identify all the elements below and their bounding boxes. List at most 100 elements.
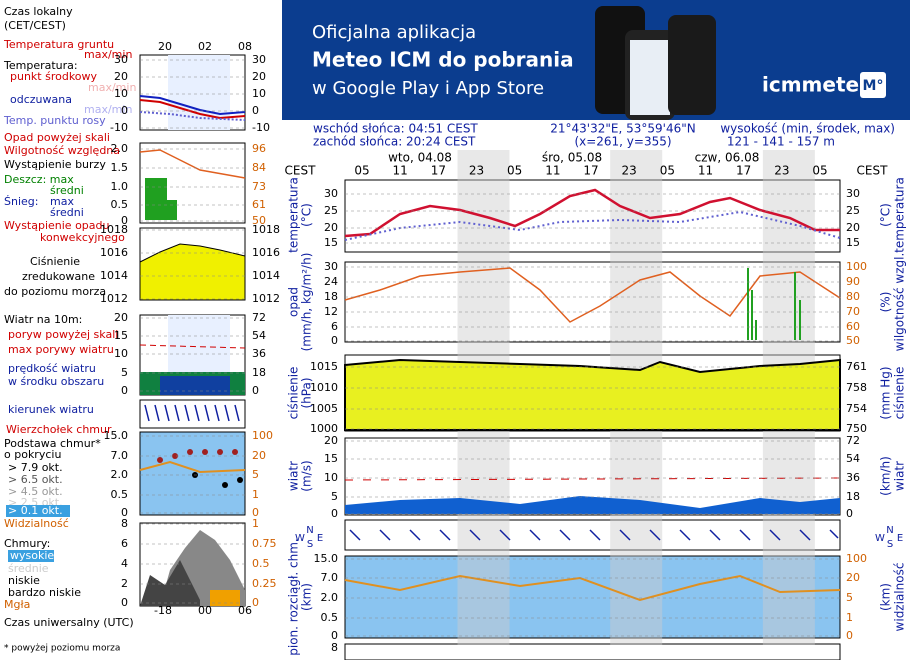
pressure-label: Ciśnienie xyxy=(30,255,80,268)
utc-label: Czas uniwersalny (UTC) xyxy=(4,616,134,629)
snow-mean: średni xyxy=(50,206,84,219)
y2-tick-label: 61 xyxy=(252,198,266,211)
y2-tick-label: 1018 xyxy=(252,223,280,236)
axis-title: ciśnienie xyxy=(287,367,301,420)
y2-tick-label: 0 xyxy=(846,629,853,642)
clouds-very-low: bardzo niskie xyxy=(8,586,81,599)
compass: E xyxy=(317,533,323,544)
day-label: śro, 05.08 xyxy=(542,151,602,165)
y2-tick-label: 30 xyxy=(846,187,860,200)
wind-speed: w środku obszaru xyxy=(8,375,104,388)
rain-max: Deszcz: max xyxy=(4,173,74,186)
y-tick-label: 5 xyxy=(331,490,338,503)
y2-tick-label: -10 xyxy=(252,121,270,134)
octa: > 0.1 okt. xyxy=(8,504,63,517)
octa: > 4.5 okt. xyxy=(8,485,63,498)
y2-tick-label: 10 xyxy=(252,87,266,100)
y-tick-label: 20 xyxy=(324,434,338,447)
y2-tick-label: 0.75 xyxy=(252,537,277,550)
y-tick-label: 0 xyxy=(121,384,128,397)
y-tick-label: 15 xyxy=(114,329,128,342)
temp-maxmin: max/min xyxy=(88,81,136,94)
info: wschód słońca: 04:51 CEST zachód słońca:… xyxy=(313,122,895,149)
tz-label: CEST xyxy=(857,164,889,178)
wind-speed: prędkość wiatru xyxy=(8,362,96,375)
coords: 21°43'32"E, 53°59'46"N xyxy=(550,122,695,136)
y2-tick-label: 1012 xyxy=(252,292,280,305)
y-tick-label: -10 xyxy=(110,121,128,134)
y2-tick-label: 0 xyxy=(252,596,259,609)
logo: icmmeteo xyxy=(762,73,873,97)
y-tick-label: 2 xyxy=(121,577,128,590)
cloud-base: o pokryciu xyxy=(4,448,61,461)
y-tick-label: 5 xyxy=(121,366,128,379)
axis-title-right: ciśnienie xyxy=(893,367,907,420)
y-tick-label: 1005 xyxy=(310,402,338,415)
octa: > 6.5 okt. xyxy=(8,473,63,486)
y-tick-label: 15.0 xyxy=(104,429,129,442)
banner[interactable]: Oficjalna aplikacja Meteo ICM do pobrani… xyxy=(282,0,910,120)
y2-tick-label: 1 xyxy=(252,488,259,501)
y2-tick-label: 100 xyxy=(846,260,867,273)
height: 121 - 141 - 157 m xyxy=(727,135,835,149)
axis-title: (m/s) xyxy=(300,460,314,491)
axis-title-right: (°C) xyxy=(879,203,893,227)
y2-tick-label: 30 xyxy=(252,53,266,66)
feels-like: odczuwana xyxy=(10,93,72,106)
y-tick-label: 0.5 xyxy=(321,611,339,624)
axis-title: pion. rozciągł. chm. xyxy=(287,538,301,656)
day-label: czw, 06.08 xyxy=(695,151,760,165)
y-tick-label: 20 xyxy=(114,70,128,83)
axis-title: opad xyxy=(287,287,301,317)
y-tick-label: 6 xyxy=(331,320,338,333)
y2-tick-label: 72 xyxy=(846,434,860,447)
y2-tick-label: 754 xyxy=(846,402,867,415)
footnote: * powyżej poziomu morza xyxy=(4,644,120,654)
y2-tick-label: 100 xyxy=(846,552,867,565)
y2-tick-label: 100 xyxy=(252,429,273,442)
y-tick-label: 1016 xyxy=(100,246,128,259)
y-tick-label: 10 xyxy=(114,347,128,360)
y2-tick-label: 0 xyxy=(252,384,259,397)
y2-tick-label: 0 xyxy=(252,506,259,519)
y-tick-label: 0.5 xyxy=(111,198,129,211)
legend-panels xyxy=(139,54,246,607)
ground-maxmin: max/min xyxy=(84,48,132,61)
banner-line: Oficjalna aplikacja xyxy=(312,22,476,43)
dew-point: Temp. punktu rosy xyxy=(3,114,106,127)
compass: S xyxy=(307,539,313,550)
y2-tick-label: 70 xyxy=(846,305,860,318)
y-tick-label: 6 xyxy=(121,537,128,550)
compass: S xyxy=(887,539,893,550)
y-tick-label: 10 xyxy=(324,471,338,484)
y-tick-label: 0 xyxy=(121,506,128,519)
visibility: Widzialność xyxy=(4,517,69,530)
sunset: zachód słońca: 20:24 CEST xyxy=(313,135,476,149)
compass: W xyxy=(295,533,305,544)
y2-tick-label: 0.25 xyxy=(252,577,277,590)
axis-title: (km) xyxy=(300,583,314,611)
y-tick-label: 2.0 xyxy=(111,142,129,155)
snow: Śnieg: xyxy=(4,195,38,208)
humidity: Wilgotność względna xyxy=(4,144,120,157)
hour-label: 11 xyxy=(698,164,713,178)
y-tick-label: 1010 xyxy=(310,381,338,394)
temp-heading: Temperatura: xyxy=(3,59,78,72)
y-tick-label: 1018 xyxy=(100,223,128,236)
y2-tick-label: 0 xyxy=(252,104,259,117)
y2-tick-label: 758 xyxy=(846,381,867,394)
sunrise: wschód słońca: 04:51 CEST xyxy=(313,122,478,136)
hour-label: 11 xyxy=(545,164,560,178)
y2-tick-label: 20 xyxy=(846,571,860,584)
local-time: Czas lokalny xyxy=(4,5,73,18)
legend-text: Czas lokalny (CET/CEST) Temperatura grun… xyxy=(3,5,136,654)
y-tick-label: 30 xyxy=(324,260,338,273)
axis-title: wiatr xyxy=(287,461,301,491)
y2-tick-label: 1016 xyxy=(252,246,280,259)
precip-over: Opad powyżej skali xyxy=(4,131,110,144)
axis-title-right: widzialność xyxy=(893,563,907,632)
y-tick-label: 20 xyxy=(324,221,338,234)
gust-over: poryw powyżej skali xyxy=(8,328,118,341)
hour-label: 17 xyxy=(736,164,751,178)
y-tick-label: 8 xyxy=(121,517,128,530)
